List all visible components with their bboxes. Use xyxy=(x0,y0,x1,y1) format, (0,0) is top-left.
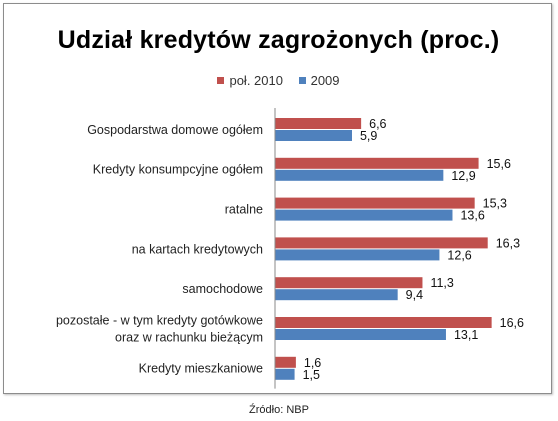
data-label: 9,4 xyxy=(406,288,423,302)
bar-chart: Gospodarstwa domowe ogółem 6,65,9 Kredyty … xyxy=(56,108,524,389)
category-label: oraz w rachunku bieżącym xyxy=(115,330,263,344)
data-label: 11,3 xyxy=(430,276,453,290)
data-label: 12,9 xyxy=(451,169,475,183)
legend-label-series-1: poł. 2010 xyxy=(229,73,283,88)
chart-title: Udział kredytów zagrożonych (proc.) xyxy=(57,26,500,54)
legend-label-series-2: 2009 xyxy=(310,73,340,88)
legend-swatch-series-2 xyxy=(298,77,306,84)
category-label: samochodowe xyxy=(182,282,263,296)
bar xyxy=(275,249,440,261)
bar xyxy=(275,317,492,328)
bar xyxy=(275,157,479,169)
data-label: 12,6 xyxy=(447,248,471,262)
data-label: 15,6 xyxy=(487,157,511,171)
category-label: ratalne xyxy=(225,203,263,217)
bar xyxy=(275,237,488,249)
bar xyxy=(275,368,295,380)
bar xyxy=(275,169,444,181)
category-label: Kredyty konsumpcyjne ogółem xyxy=(93,163,263,177)
legend-swatch-series-1 xyxy=(217,77,225,84)
data-label: 5,9 xyxy=(360,129,377,143)
data-label: 13,1 xyxy=(454,328,478,342)
chart-legend: poł. 2010 2009 xyxy=(4,72,553,88)
legend-item-series-1: poł. 2010 xyxy=(217,73,283,88)
data-label: 13,6 xyxy=(460,209,484,223)
legend-item-series-2: 2009 xyxy=(298,73,340,88)
bar xyxy=(275,329,446,340)
category-label: Kredyty mieszkaniowe xyxy=(139,362,263,376)
data-label: 15,3 xyxy=(483,197,507,211)
data-label: 16,6 xyxy=(500,316,524,330)
bar xyxy=(275,130,352,141)
data-label: 16,3 xyxy=(496,236,520,250)
bar xyxy=(275,209,453,221)
bar xyxy=(275,277,423,289)
source-note: Źródło: NBP xyxy=(249,404,309,416)
category-label: pozostałe - w tym kredyty gotówkowe xyxy=(56,313,263,327)
bar xyxy=(275,289,398,301)
data-label: 6,6 xyxy=(369,117,386,131)
bar xyxy=(275,197,475,209)
bar xyxy=(275,356,296,368)
category-label: na kartach kredytowych xyxy=(132,242,263,256)
category-label: Gospodarstwa domowe ogółem xyxy=(87,123,263,137)
chart-frame: Udział kredytów zagrożonych (proc.) poł.… xyxy=(3,3,552,394)
data-label: 1,6 xyxy=(304,356,321,370)
bar xyxy=(275,118,362,129)
data-label: 1,5 xyxy=(303,368,320,382)
